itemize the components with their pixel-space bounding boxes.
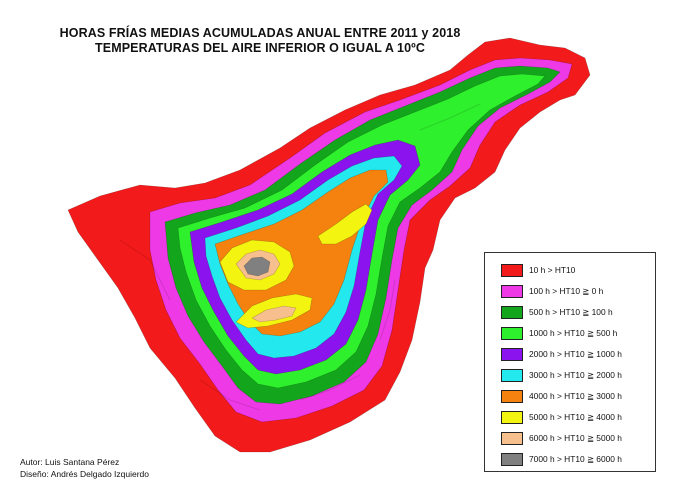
legend-item: 3000 h > HT10 ≧ 2000 h bbox=[501, 367, 622, 383]
legend-item: 100 h > HT10 ≧ 0 h bbox=[501, 283, 603, 299]
legend-item: 500 h > HT10 ≧ 100 h bbox=[501, 304, 613, 320]
map-title-line-2: TEMPERATURAS DEL AIRE INFERIOR O IGUAL A… bbox=[95, 41, 425, 55]
legend-label: 100 h > HT10 ≧ 0 h bbox=[529, 286, 604, 296]
legend-label: 5000 h > HT10 ≧ 4000 h bbox=[529, 412, 622, 422]
author-credit: Autor: Luis Santana Pérez bbox=[20, 457, 120, 467]
legend-swatch bbox=[501, 284, 523, 298]
legend-label: 4000 h > HT10 ≧ 3000 h bbox=[529, 391, 622, 401]
legend-label: 6000 h > HT10 ≧ 5000 h bbox=[529, 433, 622, 443]
legend-item: 7000 h > HT10 ≧ 6000 h bbox=[501, 451, 622, 467]
relief-shading bbox=[119, 103, 481, 411]
legend-label: 1000 h > HT10 ≧ 500 h bbox=[529, 328, 618, 338]
zone-yellow-ridge bbox=[317, 203, 373, 245]
legend-item: 10 h > HT10 bbox=[501, 262, 575, 278]
legend-label: 7000 h > HT10 ≧ 6000 h bbox=[529, 454, 622, 464]
legend-swatch bbox=[501, 326, 523, 340]
legend-swatch bbox=[501, 305, 523, 319]
legend-item: 2000 h > HT10 ≧ 1000 h bbox=[501, 346, 622, 362]
zone-peach-south bbox=[251, 305, 297, 323]
legend-swatch bbox=[501, 410, 523, 424]
legend-item: 6000 h > HT10 ≧ 5000 h bbox=[501, 430, 622, 446]
design-credit: Diseño: Andrés Delgado Izquierdo bbox=[20, 469, 149, 479]
legend-item: 4000 h > HT10 ≧ 3000 h bbox=[501, 388, 622, 404]
legend-label: 10 h > HT10 bbox=[529, 265, 576, 275]
legend-swatch bbox=[501, 263, 523, 277]
legend-item: 1000 h > HT10 ≧ 500 h bbox=[501, 325, 617, 341]
map-title-line-1: HORAS FRÍAS MEDIAS ACUMULADAS ANUAL ENTR… bbox=[59, 26, 461, 40]
legend-item: 5000 h > HT10 ≧ 4000 h bbox=[501, 409, 622, 425]
legend: 10 h > HT10 100 h > HT10 ≧ 0 h 500 h > H… bbox=[484, 252, 656, 472]
legend-swatch bbox=[501, 347, 523, 361]
legend-label: 3000 h > HT10 ≧ 2000 h bbox=[529, 370, 622, 380]
legend-swatch bbox=[501, 368, 523, 382]
legend-label: 2000 h > HT10 ≧ 1000 h bbox=[529, 349, 622, 359]
zone-grey-teide bbox=[243, 256, 271, 277]
legend-swatch bbox=[501, 431, 523, 445]
legend-swatch bbox=[501, 452, 523, 466]
legend-label: 500 h > HT10 ≧ 100 h bbox=[529, 307, 613, 317]
legend-swatch bbox=[501, 389, 523, 403]
